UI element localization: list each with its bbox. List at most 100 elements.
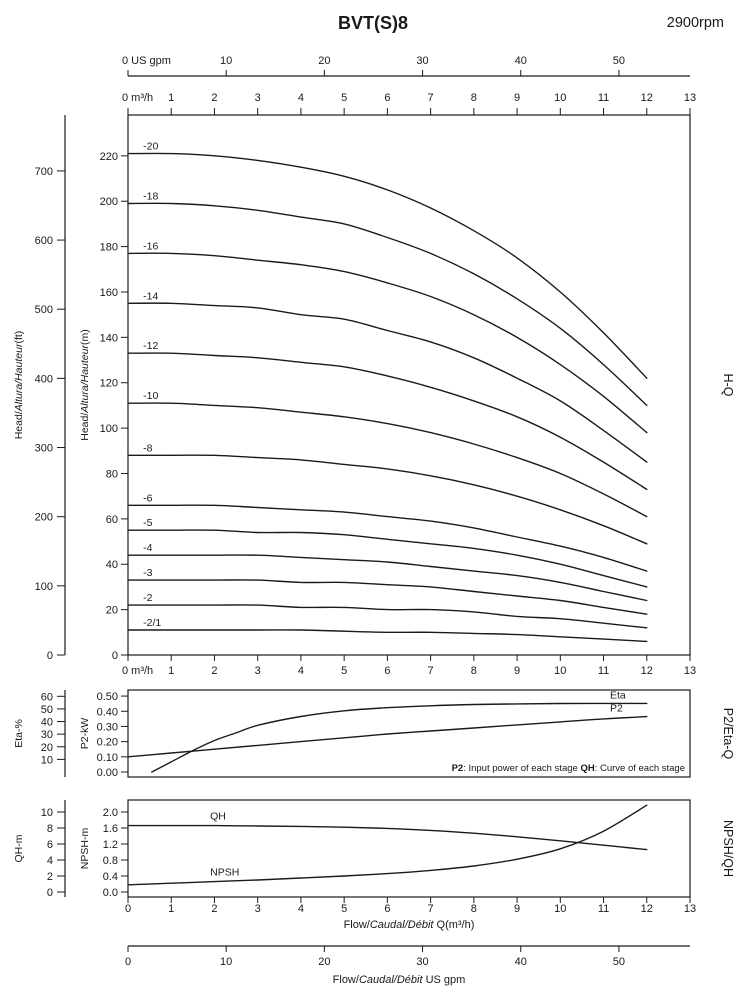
npsh-frame bbox=[127, 799, 691, 898]
gpm-top-tick-label: 10 bbox=[220, 55, 232, 67]
p2-tick-label: 0.20 bbox=[97, 737, 118, 749]
hq-curve-label: -18 bbox=[143, 190, 158, 202]
gpm-bottom-axis-label-part: US gpm bbox=[423, 974, 466, 986]
flow-axis-label-part: Flow/ bbox=[344, 919, 371, 931]
npsh-tick-label: 0.4 bbox=[103, 871, 118, 883]
p2eta-note-part: : Input power of each stage bbox=[463, 763, 580, 774]
qh-tick-label: 2 bbox=[47, 871, 53, 883]
flow-axis-label-part: Caudal/Débit bbox=[370, 919, 435, 931]
m3h-top-tick-label: 7 bbox=[428, 92, 434, 104]
eta-tick-label: 30 bbox=[41, 729, 53, 741]
flow-tick-label: 11 bbox=[598, 903, 609, 915]
gpm-top-zero-label: 0 US gpm bbox=[122, 55, 171, 67]
p2-tick-label: 0.30 bbox=[97, 721, 118, 733]
hq-curve-label: -12 bbox=[143, 340, 158, 352]
m3h-top-zero-label: 0 m³/h bbox=[122, 92, 153, 104]
hq-curve-label: -10 bbox=[143, 390, 158, 402]
gpm-top-tick-label: 20 bbox=[318, 55, 330, 67]
ft-tick-label: 0 bbox=[47, 650, 53, 662]
gpm-bottom-axis: 0 10 20 30 40 50 Flow/Caudal/Débit US gpm bbox=[125, 945, 690, 986]
gpm-top-tick-label: 40 bbox=[515, 55, 527, 67]
m3h-top-tick-label: 3 bbox=[255, 92, 261, 104]
hq-curve-label: -6 bbox=[143, 492, 152, 504]
ft-tick-label: 600 bbox=[35, 235, 53, 247]
hq-curve bbox=[127, 352, 648, 491]
m3h-mid-tick-label: 2 bbox=[211, 665, 217, 677]
m3h-top-tick-label: 10 bbox=[554, 92, 566, 104]
m-tick-label: 40 bbox=[106, 559, 118, 571]
m-tick-label: 200 bbox=[100, 196, 118, 208]
hq-curve bbox=[127, 302, 648, 463]
flow-tick-label: 1 bbox=[168, 903, 174, 915]
m-tick-label: 80 bbox=[106, 468, 118, 480]
m-axis-label: Head/Altura/Hauteur(m) bbox=[79, 329, 91, 440]
m3h-mid-tick-label: 3 bbox=[255, 665, 261, 677]
gpm-top-axis: 0 US gpm 10 20 30 40 50 bbox=[122, 55, 690, 77]
npsh-curve bbox=[127, 804, 648, 886]
ft-tick-label: 500 bbox=[35, 304, 53, 316]
m-axis-label-part: Head/ bbox=[79, 413, 91, 441]
page-title: BVT(S)8 bbox=[338, 13, 408, 33]
ft-axis-label-part: Altura/Hauteur bbox=[13, 343, 25, 412]
m3h-mid-tick-label: 1 bbox=[168, 665, 174, 677]
m3h-top-tick-label: 4 bbox=[298, 92, 304, 104]
m3h-mid-tick-label: 12 bbox=[641, 665, 653, 677]
flow-tick-label: 13 bbox=[684, 903, 696, 915]
m3h-top-tick-label: 8 bbox=[471, 92, 477, 104]
p2eta-curve bbox=[127, 715, 648, 758]
m3h-mid-tick-label: 10 bbox=[554, 665, 566, 677]
qh-tick-label: 8 bbox=[47, 823, 53, 835]
gpm-bottom-tick-label: 40 bbox=[515, 956, 527, 968]
m3h-mid-tick-label: 13 bbox=[684, 665, 696, 677]
m3h-mid-tick-label: 11 bbox=[598, 665, 609, 677]
npsh-curve-label: QH bbox=[210, 811, 226, 823]
m-tick-label: 20 bbox=[106, 605, 118, 617]
m-tick-label: 160 bbox=[100, 287, 118, 299]
npsh-chart: 0246810QH-m0.00.40.81.21.62.0NPSH-mQHNPS… bbox=[13, 799, 735, 931]
hq-curve bbox=[127, 454, 648, 545]
npsh-axis-label: NPSH-m bbox=[79, 828, 91, 870]
m-tick-label: 220 bbox=[100, 151, 118, 163]
npsh-right-label: NPSH/QH bbox=[721, 820, 735, 877]
flow-tick-label: 0 bbox=[125, 903, 131, 915]
m3h-mid-tick-label: 5 bbox=[341, 665, 347, 677]
p2eta-note-part: P2 bbox=[452, 763, 464, 774]
m3h-mid-tick-label: 4 bbox=[298, 665, 304, 677]
gpm-bottom-tick-label: 50 bbox=[613, 956, 625, 968]
hq-curve-label: -16 bbox=[143, 240, 158, 252]
m-tick-label: 180 bbox=[100, 242, 118, 254]
hq-curve-label: -20 bbox=[143, 141, 158, 153]
hq-curve bbox=[127, 504, 648, 572]
ft-axis-label: Head/Altura/Hauteur(ft) bbox=[13, 331, 25, 440]
eta-tick-label: 50 bbox=[41, 704, 53, 716]
m3h-top-axis: 0 m³/h 1 2 3 4 5 6 7 8 9 10 11 12 13 bbox=[122, 92, 696, 115]
m3h-top-tick-label: 1 bbox=[168, 92, 174, 104]
ft-tick-label: 400 bbox=[35, 373, 53, 385]
flow-axis-label-part: Q(m³/h) bbox=[433, 919, 474, 931]
hq-curve bbox=[127, 604, 648, 629]
m3h-mid-tick-label: 9 bbox=[514, 665, 520, 677]
m-axis-label-part: Altura/Hauteur bbox=[79, 345, 91, 414]
m-tick-label: 60 bbox=[106, 514, 118, 526]
ft-axis-label-part: Head/ bbox=[13, 411, 25, 439]
gpm-bottom-axis-label-part: Flow/ bbox=[333, 974, 360, 986]
hq-curve-label: -2/1 bbox=[143, 617, 161, 629]
npsh-tick-label: 0.0 bbox=[103, 887, 118, 899]
hq-curve-label: -2 bbox=[143, 592, 152, 604]
hq-curve-label: -5 bbox=[143, 517, 152, 529]
eta-tick-label: 20 bbox=[41, 742, 53, 754]
flow-tick-label: 6 bbox=[384, 903, 390, 915]
qh-tick-label: 4 bbox=[47, 855, 53, 867]
npsh-tick-label: 1.2 bbox=[103, 839, 118, 851]
flow-tick-label: 3 bbox=[255, 903, 261, 915]
hq-curve-label: -4 bbox=[143, 542, 152, 554]
qh-tick-label: 10 bbox=[41, 807, 53, 819]
hq-curve bbox=[127, 554, 648, 602]
gpm-bottom-tick-label: 10 bbox=[220, 956, 232, 968]
flow-tick-label: 12 bbox=[641, 903, 653, 915]
flow-tick-label: 4 bbox=[298, 903, 304, 915]
p2eta-curve-label: Eta bbox=[610, 689, 626, 701]
